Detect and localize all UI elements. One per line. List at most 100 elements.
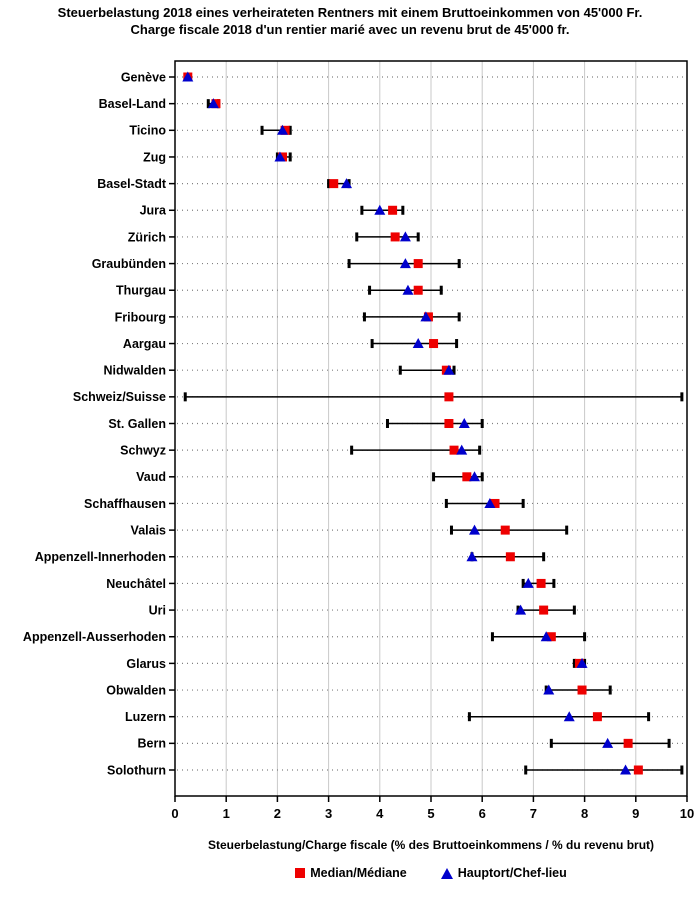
hauptort-triangle-marker bbox=[543, 684, 555, 695]
canton-label: Appenzell-Ausserhoden bbox=[23, 630, 166, 644]
x-tick-label: 10 bbox=[680, 806, 694, 821]
hauptort-triangle-marker bbox=[458, 418, 470, 428]
canton-label: Luzern bbox=[125, 710, 166, 724]
hauptort-triangle-marker bbox=[515, 604, 527, 615]
hauptort-triangle-marker bbox=[563, 711, 575, 722]
max-cap bbox=[455, 339, 459, 349]
median-square-marker bbox=[505, 552, 515, 562]
max-cap bbox=[480, 472, 484, 482]
legend-item-median: Median/Médiane bbox=[295, 866, 407, 880]
x-tick-label: 0 bbox=[171, 806, 178, 821]
hauptort-triangle-marker bbox=[522, 577, 534, 588]
max-cap bbox=[452, 365, 456, 375]
canton-label: Ticino bbox=[129, 124, 166, 138]
canton-label: Genève bbox=[121, 70, 166, 84]
max-cap bbox=[680, 392, 684, 402]
hauptort-triangle-marker bbox=[443, 364, 455, 375]
x-tick-label: 4 bbox=[376, 806, 384, 821]
max-cap bbox=[457, 312, 461, 322]
min-cap bbox=[327, 179, 331, 189]
min-cap bbox=[206, 99, 210, 109]
median-square-marker bbox=[633, 765, 643, 775]
median-square-marker bbox=[449, 445, 459, 455]
min-cap bbox=[362, 312, 366, 322]
x-tick-label: 3 bbox=[325, 806, 332, 821]
x-tick-label: 5 bbox=[427, 806, 434, 821]
canton-label: Basel-Land bbox=[99, 97, 166, 111]
hauptort-triangle-marker bbox=[374, 204, 386, 215]
max-cap bbox=[288, 152, 292, 162]
legend-label-median: Median/Médiane bbox=[310, 866, 407, 880]
canton-label: Valais bbox=[131, 523, 166, 537]
max-cap bbox=[288, 125, 292, 135]
median-square-marker bbox=[329, 179, 339, 189]
hauptort-triangle-marker bbox=[456, 444, 468, 455]
hauptort-triangle-marker bbox=[469, 524, 481, 535]
x-tick-label: 7 bbox=[530, 806, 537, 821]
max-cap bbox=[680, 765, 684, 775]
hauptort-triangle-marker bbox=[277, 124, 289, 135]
median-square-marker bbox=[444, 419, 454, 428]
canton-label: Schaffhausen bbox=[84, 497, 166, 511]
canton-label: Obwalden bbox=[106, 683, 166, 697]
canton-label: Graubünden bbox=[92, 257, 166, 271]
max-cap bbox=[416, 232, 420, 242]
median-square-marker bbox=[592, 712, 602, 722]
hauptort-triangle-marker bbox=[207, 98, 219, 109]
canton-label: Uri bbox=[149, 603, 166, 617]
canton-label: Basel-Stadt bbox=[97, 177, 167, 191]
median-square-marker bbox=[623, 738, 633, 748]
min-cap bbox=[360, 205, 364, 215]
x-tick-label: 1 bbox=[223, 806, 230, 821]
median-square-marker bbox=[390, 232, 400, 242]
hauptort-triangle-marker bbox=[540, 631, 552, 642]
hauptort-triangle-marker bbox=[182, 71, 194, 82]
hauptort-triangle-marker bbox=[341, 178, 353, 189]
x-tick-label: 9 bbox=[632, 806, 639, 821]
min-cap bbox=[521, 578, 525, 588]
x-axis-label: Steuerbelastung/Charge fiscale (% des Br… bbox=[207, 838, 655, 852]
median-square-marker bbox=[462, 472, 472, 482]
x-tick-label: 2 bbox=[274, 806, 281, 821]
canton-label: Vaud bbox=[136, 470, 166, 484]
hauptort-triangle-marker bbox=[402, 284, 414, 295]
max-cap bbox=[608, 685, 612, 695]
min-cap bbox=[549, 738, 553, 748]
median-square-marker bbox=[536, 578, 546, 588]
canton-label: Aargau bbox=[123, 337, 166, 351]
min-cap bbox=[444, 498, 448, 508]
canton-label: Zürich bbox=[128, 230, 166, 244]
max-cap bbox=[480, 419, 484, 428]
max-cap bbox=[572, 605, 576, 615]
max-cap bbox=[401, 205, 405, 215]
canton-label: Thurgau bbox=[116, 284, 166, 298]
hauptort-triangle-marker bbox=[412, 338, 424, 349]
hauptort-triangle-marker bbox=[576, 657, 588, 668]
x-tick-label: 6 bbox=[479, 806, 486, 821]
min-cap bbox=[490, 632, 494, 642]
min-cap bbox=[350, 445, 354, 455]
hauptort-triangle-marker bbox=[420, 311, 432, 322]
legend: Median/Médiane Hauptort/Chef-lieu bbox=[175, 866, 687, 880]
max-cap bbox=[667, 738, 671, 748]
min-cap bbox=[432, 472, 436, 482]
median-square-marker bbox=[539, 605, 549, 615]
max-cap bbox=[565, 525, 569, 535]
median-square-marker bbox=[413, 285, 423, 295]
hauptort-triangle-marker bbox=[484, 497, 496, 508]
canton-label: Glarus bbox=[126, 657, 166, 671]
max-cap bbox=[478, 445, 482, 455]
canton-label: Jura bbox=[140, 204, 167, 218]
hauptort-triangle-marker bbox=[469, 471, 481, 482]
median-square-marker bbox=[490, 498, 500, 508]
chart-title-line-2: Charge fiscale 2018 d'un rentier marié a… bbox=[130, 22, 570, 37]
max-cap bbox=[457, 259, 461, 269]
max-cap bbox=[521, 498, 525, 508]
canton-label: Solothurn bbox=[107, 763, 166, 777]
max-cap bbox=[583, 632, 587, 642]
min-cap bbox=[572, 658, 576, 668]
canton-label: Appenzell-Innerhoden bbox=[35, 550, 166, 564]
max-cap bbox=[542, 552, 546, 562]
canton-label: St. Gallen bbox=[108, 417, 166, 431]
